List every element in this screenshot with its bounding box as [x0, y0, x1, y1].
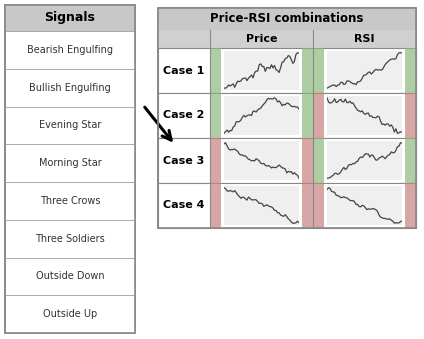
Bar	[313, 48, 324, 93]
Bar	[158, 8, 416, 30]
Bar	[302, 138, 313, 183]
Bar	[5, 106, 135, 144]
Text: Bullish Engulfing: Bullish Engulfing	[29, 83, 111, 93]
Text: Case 4: Case 4	[163, 200, 205, 211]
Text: Case 3: Case 3	[163, 156, 205, 165]
Bar	[313, 138, 324, 183]
Text: Bearish Engulfing: Bearish Engulfing	[27, 45, 113, 55]
Bar	[302, 48, 313, 93]
Text: Case 2: Case 2	[163, 111, 205, 120]
Bar	[313, 93, 324, 138]
Bar	[302, 93, 313, 138]
Bar	[405, 138, 416, 183]
Bar	[210, 48, 221, 93]
Bar	[158, 183, 416, 228]
Bar	[405, 93, 416, 138]
Bar	[210, 138, 221, 183]
Text: Outside Down: Outside Down	[36, 272, 104, 281]
Bar	[313, 183, 324, 228]
Text: RSI: RSI	[354, 34, 375, 44]
Bar	[158, 30, 416, 48]
Bar	[5, 220, 135, 258]
Bar	[5, 31, 135, 69]
Text: Outside Up: Outside Up	[43, 309, 97, 319]
Bar	[158, 93, 416, 138]
Text: Price-RSI combinations: Price-RSI combinations	[210, 13, 364, 25]
Text: Evening Star: Evening Star	[39, 120, 101, 131]
Bar	[210, 93, 221, 138]
Bar	[302, 183, 313, 228]
Text: Three Crows: Three Crows	[40, 196, 100, 206]
Bar	[5, 295, 135, 333]
Text: Case 1: Case 1	[163, 65, 205, 76]
Bar	[158, 8, 416, 228]
Bar	[5, 5, 135, 31]
Bar	[405, 48, 416, 93]
Bar	[5, 5, 135, 333]
Bar	[5, 182, 135, 220]
Bar	[5, 5, 135, 333]
Bar	[158, 8, 416, 228]
Bar	[158, 48, 416, 93]
Bar	[5, 258, 135, 295]
Text: Signals: Signals	[45, 12, 95, 24]
Bar	[405, 183, 416, 228]
Bar	[5, 144, 135, 182]
Bar	[158, 138, 416, 183]
Bar	[210, 183, 221, 228]
Text: Price: Price	[246, 34, 277, 44]
Text: Morning Star: Morning Star	[39, 158, 101, 168]
Bar	[5, 69, 135, 106]
Text: Three Soldiers: Three Soldiers	[35, 234, 105, 244]
